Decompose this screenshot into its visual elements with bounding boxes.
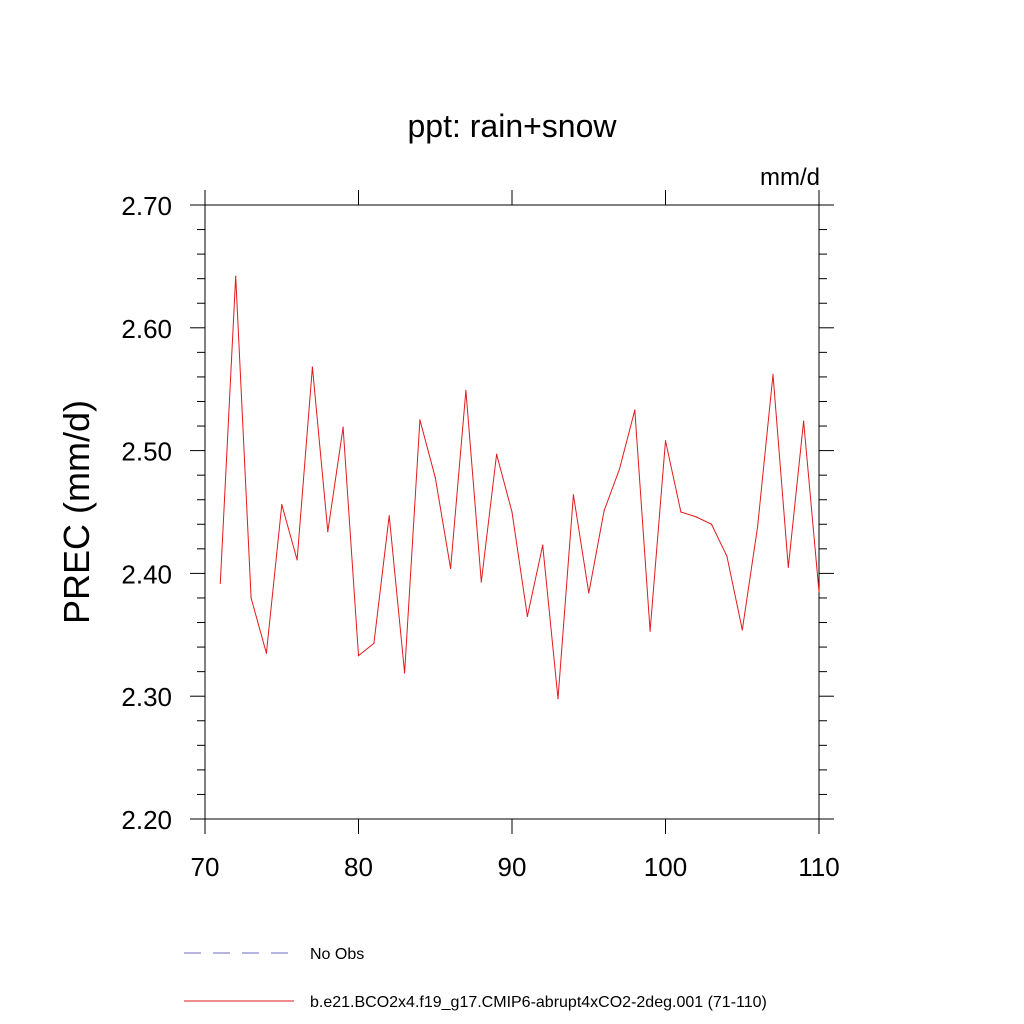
data-point (787, 566, 789, 568)
data-point (542, 544, 544, 546)
data-point (357, 655, 360, 657)
data-point (465, 389, 467, 392)
data-point (373, 642, 375, 644)
x-tick-label: 110 (798, 852, 839, 882)
y-tick-label: 2.50 (121, 437, 172, 467)
data-point (235, 275, 237, 277)
data-point (634, 409, 636, 411)
data-point (803, 420, 805, 422)
axis-ticks (190, 190, 834, 834)
data-point (572, 494, 575, 496)
data-point (419, 419, 421, 421)
y-tick-label: 2.20 (121, 805, 172, 835)
data-point (296, 559, 298, 561)
x-tick-label: 80 (344, 852, 373, 882)
data-point (710, 523, 713, 525)
data-point (480, 581, 482, 583)
data-point (450, 567, 452, 570)
data-point (281, 504, 283, 506)
data-point (649, 630, 651, 632)
data-point (664, 440, 667, 442)
data-point (557, 698, 559, 700)
data-point (388, 515, 390, 517)
data-point (265, 652, 267, 654)
legend-label: b.e21.BCO2x4.f19_g17.CMIP6-abrupt4xCO2-2… (310, 994, 767, 1011)
data-point (434, 477, 436, 479)
data-point (403, 672, 406, 674)
series-line (219, 276, 820, 699)
y-tick-label: 2.60 (121, 314, 172, 344)
data-point (695, 516, 697, 518)
data-point (726, 555, 728, 557)
legend-label: No Obs (310, 946, 364, 963)
data-point (526, 615, 528, 617)
data-point (311, 366, 314, 368)
y-axis-title: PREC (mm/d) (56, 400, 97, 624)
x-tick-label: 70 (191, 852, 220, 882)
units-label: mm/d (760, 164, 820, 191)
data-point (618, 468, 621, 470)
x-tick-label: 90 (498, 852, 527, 882)
data-point (603, 510, 605, 512)
data-point (327, 531, 329, 533)
x-tick-label: 100 (644, 852, 687, 882)
series-layer (219, 275, 820, 700)
data-point (588, 592, 590, 594)
chart-title: ppt: rain+snow (407, 108, 617, 144)
data-point (219, 582, 221, 584)
data-point (342, 426, 344, 428)
data-point (680, 511, 682, 513)
y-tick-label: 2.40 (121, 559, 172, 589)
tick-labels: 70 80 90 100 110 2.20 2.30 2.40 2.50 2.60 2.70 (121, 191, 839, 882)
data-point (772, 373, 774, 376)
data-point (818, 591, 820, 593)
data-point (496, 453, 498, 455)
legend: No Obs b.e21.BCO2x4.f19_g17.CMIP6-abrupt4… (184, 946, 767, 1011)
data-point (757, 526, 759, 528)
y-tick-label: 2.30 (121, 682, 172, 712)
data-point (741, 629, 743, 631)
y-tick-label: 2.70 (121, 191, 172, 221)
data-point (511, 511, 513, 513)
data-point (250, 597, 252, 599)
